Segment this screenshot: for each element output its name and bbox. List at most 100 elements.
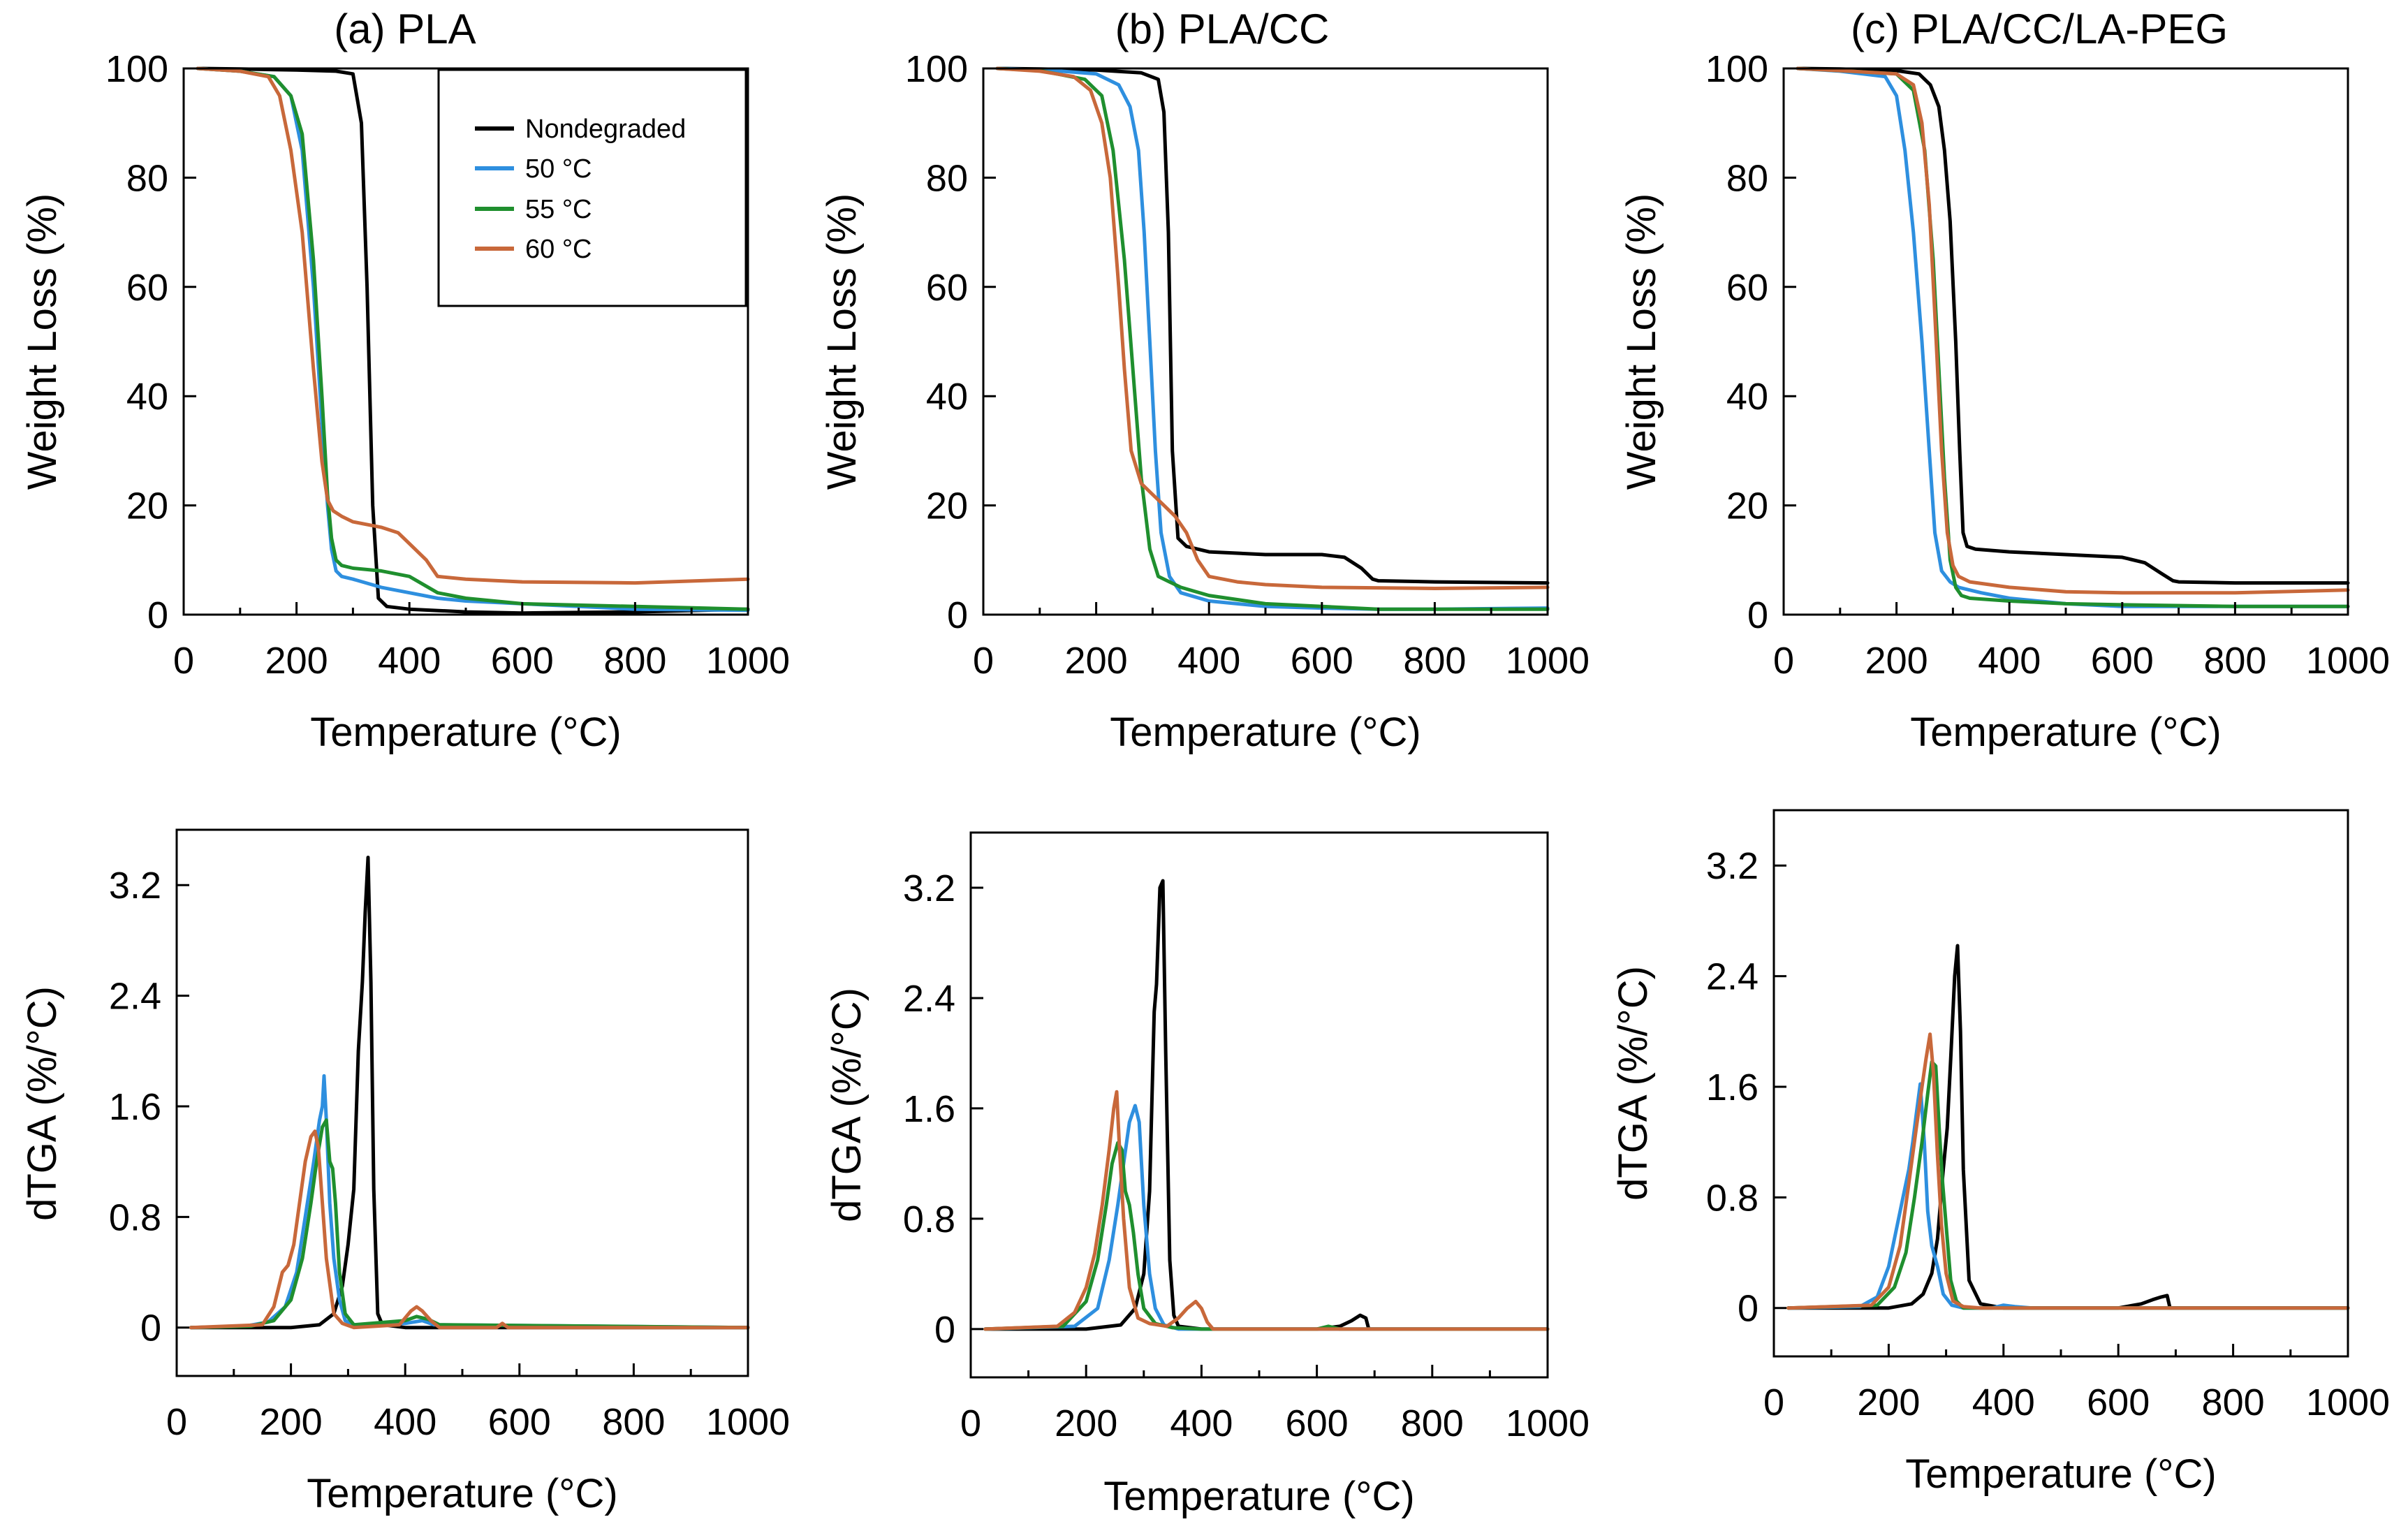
y-tick-label-dtga-c-4: 3.2 [1706, 845, 1759, 887]
ticks-dtga-c: 0 200 400 600 800 1000 0 0.8 1.6 2.4 3.2 [1706, 845, 2390, 1423]
x-tick-label-tga-b-0: 0 [973, 640, 994, 682]
series-tga-b-nondegraded [995, 66, 1550, 585]
y-tick-label-tga-b-5: 100 [905, 48, 968, 90]
legend-label-nondegraded: Nondegraded [525, 115, 686, 144]
x-tick-label-tga-a-0: 0 [173, 640, 194, 682]
x-tick-label-tga-b-3: 600 [1291, 640, 1353, 682]
y-tick-label-tga-c-3: 60 [1726, 267, 1768, 309]
y-tick-label-dtga-c-0: 0 [1738, 1288, 1759, 1330]
x-tick-label-dtga-a-5: 1000 [706, 1401, 790, 1443]
series-tga-a-60-c [196, 66, 750, 585]
series-tga-b-60-c [995, 66, 1550, 590]
ticks-tga-c: 0 200 400 600 800 1000 0 20 40 60 80 100 [1705, 48, 2390, 682]
y-tick-label-dtga-a-2: 1.6 [109, 1086, 161, 1128]
legend: Nondegraded 50 °C 55 °C 60 °C [437, 68, 747, 307]
x-tick-label-dtga-a-1: 200 [260, 1401, 323, 1443]
x-tick-label-dtga-c-2: 400 [1972, 1382, 2035, 1423]
ticks-dtga-b: 0 200 400 600 800 1000 0 0.8 1.6 2.4 3.2 [903, 867, 1590, 1444]
x-tick-label-tga-a-1: 200 [265, 640, 328, 682]
plot-dtga-b [983, 879, 1550, 1331]
legend-box [437, 68, 747, 307]
y-axis-label-dtga-a: dTGA (%/°C) [20, 986, 65, 1221]
x-axis-label-tga-c: Temperature (°C) [1910, 710, 2221, 755]
y-tick-label-dtga-a-0: 0 [140, 1307, 161, 1349]
plot-tga-b [995, 66, 1550, 611]
x-tick-label-tga-c-1: 200 [1865, 640, 1928, 682]
series-tga-a-55-c [196, 66, 750, 611]
y-tick-label-tga-a-3: 60 [126, 267, 168, 309]
y-tick-label-dtga-a-4: 3.2 [109, 865, 161, 907]
x-tick-label-dtga-c-5: 1000 [2306, 1382, 2390, 1423]
series-tga-b-55-c [995, 66, 1550, 611]
plot-dtga-c [1786, 944, 2350, 1310]
series-dtga-a-60-c [189, 1129, 750, 1330]
x-tick-label-tga-b-4: 800 [1403, 640, 1466, 682]
y-axis-label-tga-a: Weight Loss (%) [20, 193, 65, 490]
y-tick-label-tga-c-0: 0 [1747, 594, 1768, 636]
x-axis-label-dtga-c: Temperature (°C) [1905, 1451, 2216, 1497]
x-tick-label-dtga-a-2: 400 [374, 1401, 436, 1443]
x-tick-label-tga-c-3: 600 [2091, 640, 2154, 682]
chart-dtga-b: 0 200 400 600 800 1000 0 0.8 1.6 2.4 3.2 Temperatu… [824, 831, 1590, 1519]
plot-tga-a [196, 66, 750, 615]
y-tick-label-dtga-c-3: 2.4 [1706, 956, 1759, 998]
plot-dtga-a [189, 856, 750, 1330]
chart-tga-c: (c) PLA/CC/LA-PEG 0 200 400 600 800 1000 0 20 40… [1619, 6, 2390, 755]
series-dtga-b-60-c [983, 1090, 1550, 1331]
y-tick-label-tga-b-1: 20 [926, 485, 968, 527]
series-dtga-a-nondegraded [189, 856, 750, 1330]
legend-label-55c: 55 °C [525, 195, 592, 224]
legend-label-50c: 50 °C [525, 154, 592, 184]
series-tga-c-60-c [1796, 66, 2350, 595]
x-tick-label-tga-a-4: 800 [603, 640, 666, 682]
x-tick-label-dtga-a-3: 600 [488, 1401, 551, 1443]
x-tick-label-tga-a-3: 600 [491, 640, 554, 682]
y-tick-label-tga-a-2: 40 [126, 376, 168, 418]
y-axis-label-tga-c: Weight Loss (%) [1619, 193, 1664, 490]
y-axis-label-dtga-b: dTGA (%/°C) [824, 988, 869, 1222]
ticks-tga-b: 0 200 400 600 800 1000 0 20 40 60 80 100 [905, 48, 1590, 682]
x-axis-label-tga-a: Temperature (°C) [310, 710, 621, 755]
series-dtga-c-nondegraded [1786, 944, 2350, 1310]
x-tick-label-dtga-b-4: 800 [1401, 1402, 1464, 1444]
x-tick-label-dtga-b-3: 600 [1286, 1402, 1349, 1444]
y-tick-label-dtga-b-4: 3.2 [903, 867, 955, 909]
series-dtga-a-55-c [189, 1118, 750, 1330]
series-tga-c-nondegraded [1796, 66, 2350, 585]
x-tick-label-tga-b-1: 200 [1065, 640, 1128, 682]
x-axis-label-tga-b: Temperature (°C) [1110, 710, 1420, 755]
y-tick-label-dtga-c-1: 0.8 [1706, 1177, 1759, 1219]
y-tick-label-tga-c-4: 80 [1726, 157, 1768, 199]
y-tick-label-tga-b-2: 40 [926, 376, 968, 418]
panel-title-a: (a) PLA [334, 6, 476, 52]
x-tick-label-tga-a-2: 400 [378, 640, 441, 682]
x-tick-label-tga-c-5: 1000 [2306, 640, 2390, 682]
legend-label-60c: 60 °C [525, 235, 592, 264]
y-axis-label-tga-b: Weight Loss (%) [819, 193, 865, 490]
x-tick-label-dtga-b-2: 400 [1170, 1402, 1233, 1444]
x-tick-label-dtga-b-0: 0 [960, 1402, 981, 1444]
y-tick-label-dtga-a-1: 0.8 [109, 1196, 161, 1238]
chart-tga-b: (b) PLA/CC 0 200 400 600 800 1000 0 20 40 60 80 100… [819, 6, 1590, 755]
y-tick-label-tga-a-0: 0 [147, 594, 168, 636]
panel-title-c: (c) PLA/CC/LA-PEG [1851, 6, 2228, 52]
series-tga-a-nondegraded [196, 66, 750, 615]
x-tick-label-tga-c-2: 400 [1978, 640, 2041, 682]
y-tick-label-tga-b-4: 80 [926, 157, 968, 199]
plot-tga-c [1796, 66, 2350, 608]
y-tick-label-dtga-c-2: 1.6 [1706, 1067, 1759, 1108]
x-tick-label-tga-b-5: 1000 [1506, 640, 1590, 682]
x-tick-label-dtga-c-1: 200 [1857, 1382, 1920, 1423]
panel-title-b: (b) PLA/CC [1115, 6, 1330, 52]
y-tick-label-tga-a-4: 80 [126, 157, 168, 199]
x-tick-label-tga-a-5: 1000 [706, 640, 790, 682]
y-tick-label-dtga-b-2: 1.6 [903, 1088, 955, 1130]
x-tick-label-dtga-a-0: 0 [166, 1401, 187, 1443]
series-tga-c-55-c [1796, 66, 2350, 608]
x-tick-label-tga-c-4: 800 [2203, 640, 2266, 682]
x-tick-label-dtga-b-1: 200 [1055, 1402, 1117, 1444]
x-tick-label-tga-c-0: 0 [1773, 640, 1794, 682]
ticks-dtga-a: 0 200 400 600 800 1000 0 0.8 1.6 2.4 3.2 [109, 865, 790, 1443]
y-tick-label-tga-c-5: 100 [1705, 48, 1768, 90]
